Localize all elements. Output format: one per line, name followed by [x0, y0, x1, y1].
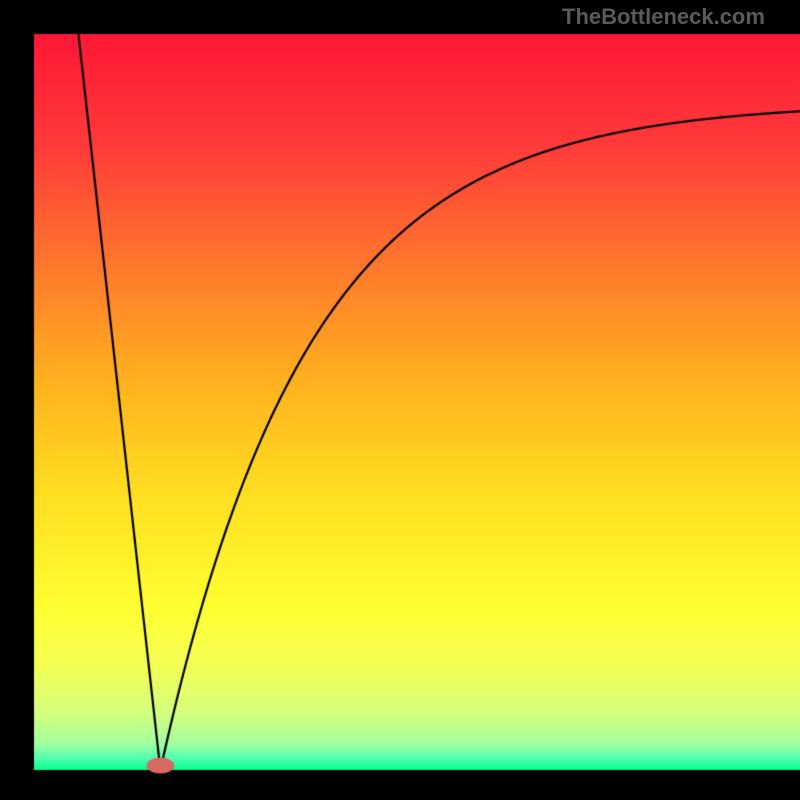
bottleneck-chart-canvas: [0, 0, 800, 800]
watermark-text: TheBottleneck.com: [562, 4, 765, 30]
